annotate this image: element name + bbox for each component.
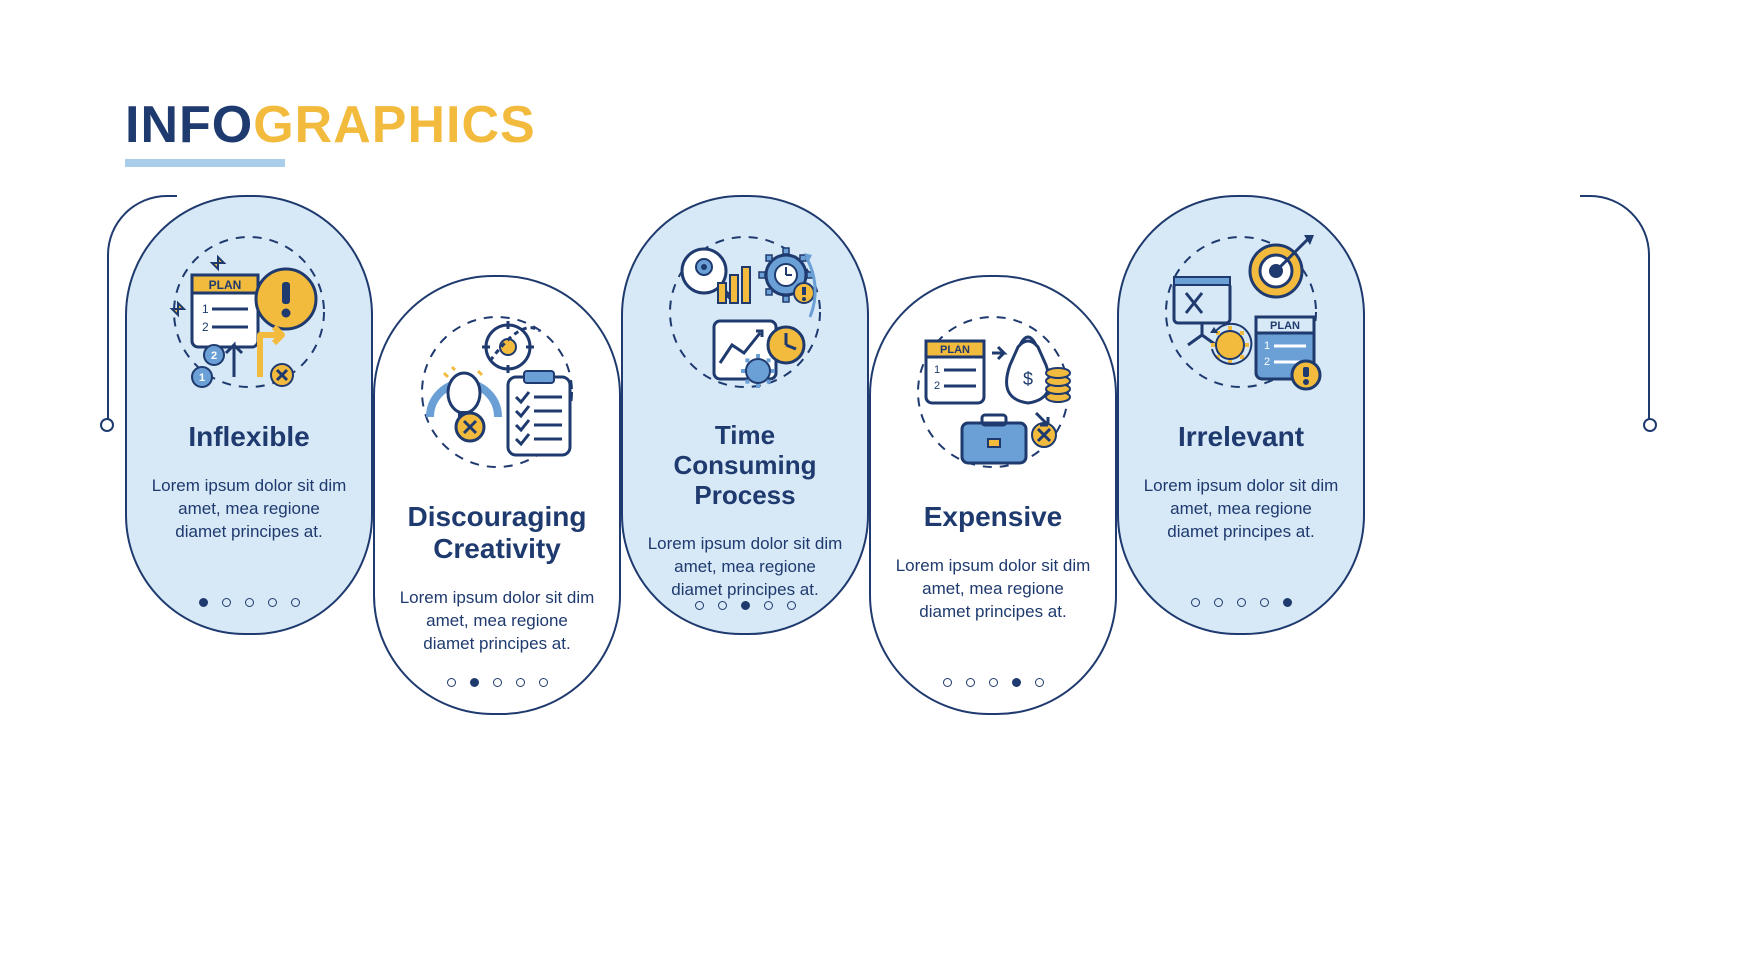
pagination-dot <box>1214 598 1223 607</box>
info-card-4: PLAN1 2 $ Expensive Lorem ipsum dolor sit di… <box>869 275 1117 715</box>
idea-clipboard-icon <box>412 307 582 477</box>
pagination-dot <box>989 678 998 687</box>
card-body: Lorem ipsum dolor sit dim amet, mea regi… <box>895 555 1091 624</box>
card-title: Irrelevant <box>1178 421 1304 453</box>
svg-text:2: 2 <box>934 380 940 392</box>
pagination-dot <box>764 601 773 610</box>
card-body: Lorem ipsum dolor sit dim amet, mea regi… <box>647 533 843 602</box>
pagination-dot <box>1035 678 1044 687</box>
plan-warning-icon: PLAN1212 <box>164 227 334 397</box>
info-card-3: Time Consuming Process Lorem ipsum dolor … <box>621 195 869 635</box>
pagination-dots <box>695 601 796 610</box>
card-title: Discouraging Creativity <box>399 501 595 565</box>
svg-text:2: 2 <box>211 350 217 362</box>
pagination-dots <box>943 678 1044 687</box>
info-card-2: Discouraging Creativity Lorem ipsum dolor… <box>373 275 621 715</box>
plan-money-icon: PLAN1 2 $ <box>908 307 1078 477</box>
pagination-dots <box>199 598 300 607</box>
pagination-dot <box>516 678 525 687</box>
info-card-5: PLAN1 2 Irrelevant Lorem ipsum dolor sit di… <box>1117 195 1365 635</box>
pagination-dot <box>470 678 479 687</box>
pagination-dot <box>1260 598 1269 607</box>
pagination-dots <box>1191 598 1292 607</box>
svg-text:1: 1 <box>199 372 205 384</box>
pagination-dot <box>966 678 975 687</box>
pagination-dot <box>1012 678 1021 687</box>
svg-text:2: 2 <box>1264 356 1270 368</box>
pagination-dot <box>539 678 548 687</box>
pagination-dot <box>695 601 704 610</box>
connector-endpoint-left <box>100 418 114 432</box>
card-body: Lorem ipsum dolor sit dim amet, mea regi… <box>1143 475 1339 544</box>
pagination-dot <box>943 678 952 687</box>
svg-text:PLAN: PLAN <box>1270 320 1300 332</box>
card-body: Lorem ipsum dolor sit dim amet, mea regi… <box>399 587 595 656</box>
card-title: Expensive <box>924 501 1063 533</box>
pagination-dot <box>447 678 456 687</box>
svg-text:1: 1 <box>1264 340 1270 352</box>
pagination-dot <box>245 598 254 607</box>
pagination-dot <box>718 601 727 610</box>
svg-text:PLAN: PLAN <box>940 344 970 356</box>
svg-text:1: 1 <box>202 302 209 316</box>
svg-text:$: $ <box>1023 369 1033 389</box>
card-body: Lorem ipsum dolor sit dim amet, mea regi… <box>151 475 347 544</box>
svg-text:2: 2 <box>202 320 209 334</box>
target-plan-icon: PLAN1 2 <box>1156 227 1326 397</box>
connector-arm-right <box>1580 195 1650 425</box>
card-title: Time Consuming Process <box>647 421 843 511</box>
pagination-dot <box>741 601 750 610</box>
infographic-stage: PLAN1212InflexibleLorem ipsum dolor sit … <box>0 0 1757 980</box>
svg-text:PLAN: PLAN <box>209 278 242 292</box>
connector-endpoint-right <box>1643 418 1657 432</box>
card-title: Inflexible <box>188 421 309 453</box>
pagination-dot <box>1191 598 1200 607</box>
pagination-dot <box>493 678 502 687</box>
analysis-time-icon <box>660 227 830 397</box>
pagination-dot <box>1237 598 1246 607</box>
pagination-dot <box>291 598 300 607</box>
svg-text:1: 1 <box>934 364 940 376</box>
info-card-1: PLAN1212InflexibleLorem ipsum dolor sit … <box>125 195 373 635</box>
pagination-dot <box>1283 598 1292 607</box>
pagination-dot <box>222 598 231 607</box>
pagination-dot <box>199 598 208 607</box>
pagination-dot <box>268 598 277 607</box>
pagination-dot <box>787 601 796 610</box>
pagination-dots <box>447 678 548 687</box>
